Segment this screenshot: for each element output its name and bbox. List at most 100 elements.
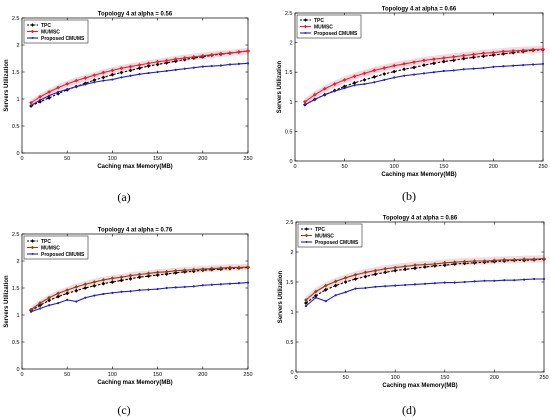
y-tick-label: 2 (289, 41, 292, 47)
data-point (383, 266, 388, 271)
data-point (342, 77, 347, 82)
series-proposed-cmums (304, 277, 546, 308)
data-point (111, 78, 114, 81)
data-point (57, 302, 60, 305)
data-point (353, 277, 358, 281)
data-point (191, 267, 196, 272)
data-point (541, 62, 545, 66)
data-point (246, 265, 250, 269)
data-point (481, 51, 486, 56)
data-point (513, 279, 516, 282)
data-point (57, 90, 60, 94)
data-point (155, 62, 160, 67)
data-point (155, 273, 160, 277)
data-point (413, 283, 417, 286)
data-point (482, 66, 485, 70)
data-point (174, 286, 177, 289)
data-point (521, 48, 526, 53)
y-tick-label: 0 (289, 159, 292, 165)
series-proposed-cmums (29, 62, 250, 107)
data-point (333, 283, 338, 288)
data-point (147, 288, 150, 291)
y-tick-label: 1.5 (286, 280, 294, 286)
data-point (92, 78, 97, 82)
data-point (432, 71, 435, 74)
data-point (313, 293, 318, 298)
data-point (512, 64, 515, 67)
data-point (473, 280, 476, 283)
data-point (422, 72, 426, 75)
data-point (219, 64, 222, 67)
data-point (182, 56, 187, 60)
data-point (431, 57, 436, 62)
legend-entry: MUMSC (315, 233, 334, 239)
y-tick-label: 2.5 (285, 11, 293, 17)
data-point (531, 63, 535, 66)
data-point (353, 84, 356, 87)
y-tick-label: 2.5 (12, 16, 20, 22)
data-point (200, 267, 205, 271)
legend-marker (30, 23, 35, 27)
x-tick-label: 50 (342, 164, 348, 170)
data-point (452, 260, 457, 265)
data-point (403, 264, 408, 269)
x-tick-label: 200 (198, 156, 207, 162)
data-point (74, 288, 79, 293)
plot-frame (21, 233, 249, 370)
data-point (323, 283, 328, 288)
data-point (173, 270, 178, 275)
data-point (304, 304, 308, 308)
data-point (237, 50, 241, 54)
legend-marker (30, 29, 35, 34)
data-point (303, 99, 307, 104)
data-point (119, 275, 124, 280)
data-point (75, 300, 78, 303)
chart-panel-4: 0 50 100 150 200 250 0 0.5 1 1.5 2 2.5 Topology 4 at… (278, 216, 549, 418)
y-tick-label: 0 (290, 370, 293, 376)
data-point (228, 265, 232, 270)
data-point (218, 51, 223, 56)
y-tick-label: 0 (16, 151, 19, 157)
data-point (84, 296, 87, 299)
plot-frame (294, 12, 544, 162)
legend-entry: MUMSC (314, 24, 333, 30)
data-point (522, 63, 525, 67)
data-point (523, 278, 526, 281)
data-point (461, 56, 466, 61)
data-point (471, 52, 476, 57)
data-point (138, 73, 141, 76)
data-point (128, 276, 133, 281)
data-point (442, 260, 447, 265)
data-point (83, 76, 88, 80)
x-tick-label: 100 (108, 156, 117, 162)
data-point (120, 76, 123, 79)
data-point (344, 291, 347, 294)
data-point (462, 68, 465, 71)
data-point (362, 77, 367, 82)
data-point (491, 53, 496, 57)
data-point (462, 259, 467, 264)
x-tick-label: 50 (64, 372, 70, 378)
y-tick-label: 0.5 (285, 129, 293, 135)
y-tick-label: 2.5 (286, 220, 294, 226)
data-point (441, 59, 446, 64)
data-point (532, 277, 536, 281)
mumsc-band (31, 263, 248, 313)
data-point (353, 272, 358, 277)
y-tick-label: 1.5 (12, 70, 20, 76)
y-axis-label: Servers Utilization (4, 59, 10, 112)
data-point (65, 288, 70, 293)
data-point (304, 301, 308, 305)
data-point (372, 68, 377, 73)
data-point (423, 282, 427, 285)
legend-marker (30, 239, 35, 243)
data-point (200, 53, 205, 58)
legend-marker (304, 233, 309, 238)
y-tick-label: 1.5 (285, 70, 293, 76)
data-point (433, 282, 436, 285)
legend-entry: TPC (314, 18, 324, 24)
data-point (201, 284, 204, 287)
data-point (228, 51, 232, 55)
data-point (451, 58, 456, 63)
